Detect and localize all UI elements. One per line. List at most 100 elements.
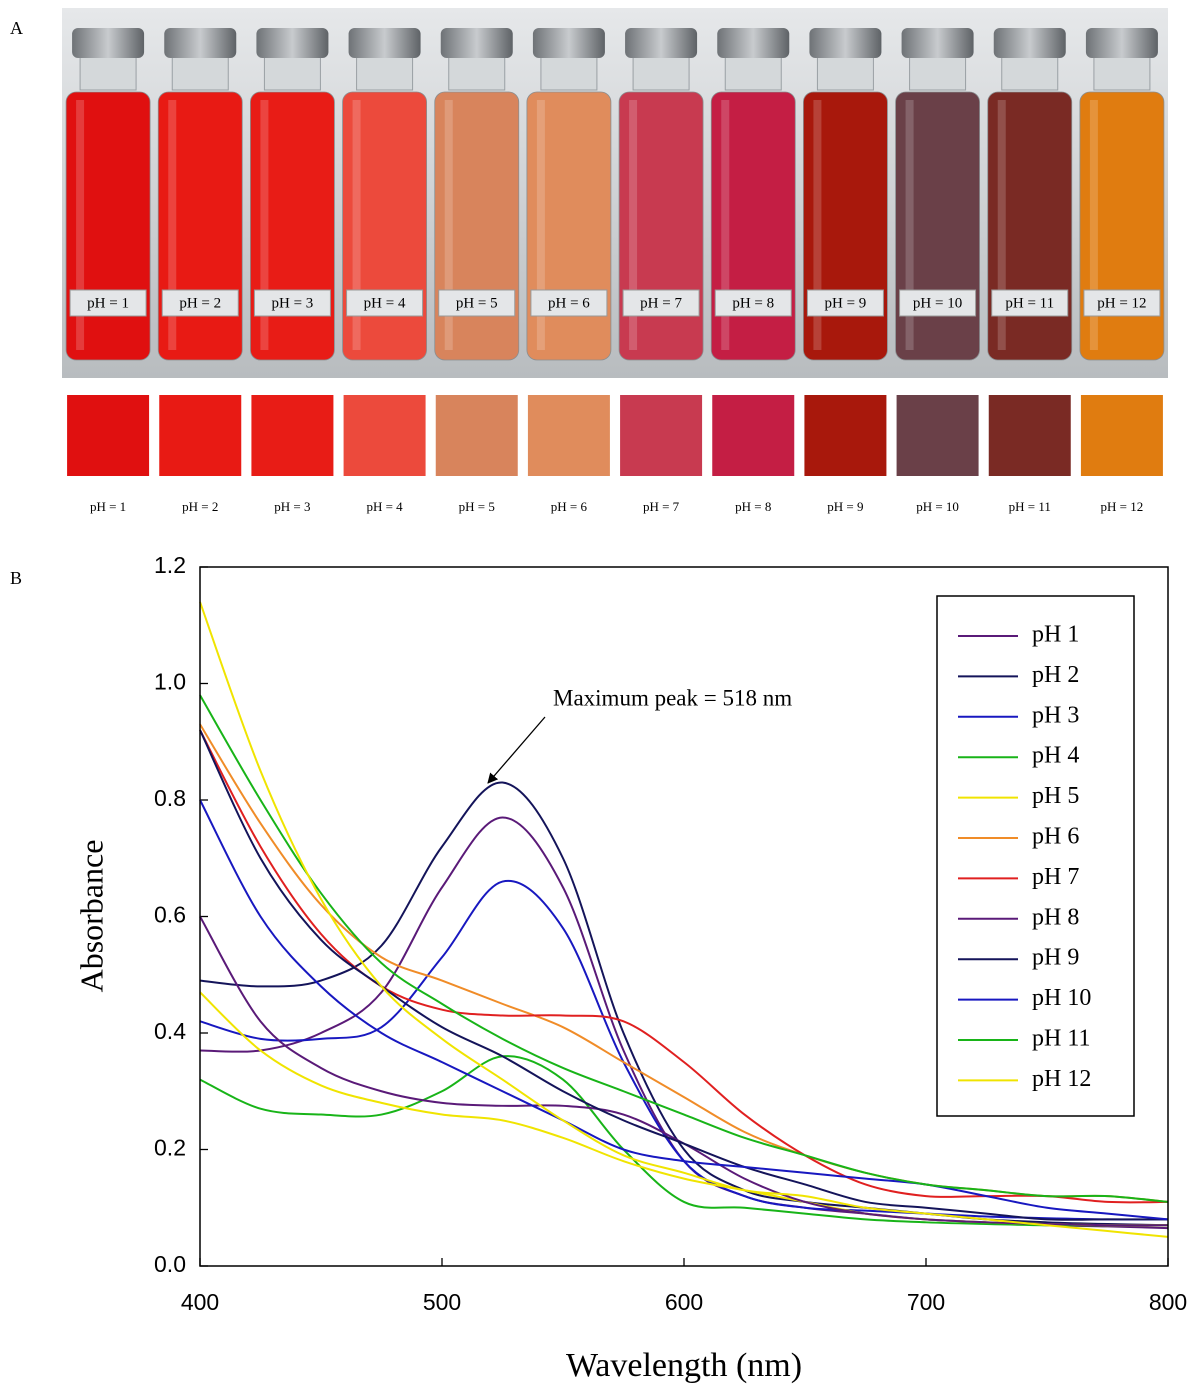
legend-label: pH 3 bbox=[1032, 702, 1079, 728]
vial-label: pH = 1 bbox=[87, 295, 129, 311]
vial-tag bbox=[899, 289, 977, 317]
color-swatch bbox=[1080, 395, 1163, 476]
data-line bbox=[199, 601, 1169, 1238]
swatch-label: pH = 4 bbox=[366, 499, 403, 514]
color-swatch bbox=[896, 395, 979, 476]
vial-label: pH = 3 bbox=[272, 295, 314, 311]
swatch-label: pH = 8 bbox=[735, 499, 771, 514]
vial-cap bbox=[256, 28, 329, 58]
swatch-label: pH = 9 bbox=[827, 499, 863, 514]
swatch-label: pH = 10 bbox=[916, 499, 959, 514]
legend-label: pH 7 bbox=[1032, 864, 1079, 890]
legend-label: pH 2 bbox=[1032, 662, 1079, 688]
vial-tag bbox=[438, 289, 516, 317]
color-swatch bbox=[712, 395, 795, 476]
legend-label: pH 4 bbox=[1032, 743, 1079, 769]
vial-tag bbox=[69, 289, 147, 317]
vial-tag bbox=[346, 289, 424, 317]
color-swatch bbox=[159, 395, 242, 476]
legend-label: pH 8 bbox=[1032, 904, 1079, 930]
vial-cap bbox=[72, 28, 145, 58]
swatch-label: pH = 1 bbox=[90, 499, 126, 514]
data-line bbox=[199, 799, 1169, 1221]
y-tick-label: 1.2 bbox=[154, 552, 186, 578]
vial-tag bbox=[806, 289, 884, 317]
color-swatch bbox=[251, 395, 334, 476]
data-line bbox=[199, 916, 1169, 1227]
x-tick-label: 600 bbox=[665, 1289, 703, 1315]
annotation-arrow bbox=[487, 716, 546, 784]
x-axis-label: Wavelength (nm) bbox=[566, 1347, 802, 1384]
vial-tag bbox=[161, 289, 239, 317]
color-swatch bbox=[988, 395, 1071, 476]
vial-tag bbox=[530, 289, 608, 317]
vial-cap bbox=[348, 28, 421, 58]
vial-label: pH = 5 bbox=[456, 295, 498, 311]
data-line bbox=[199, 879, 1169, 1221]
vial-cap bbox=[809, 28, 882, 58]
y-tick-label: 1.0 bbox=[154, 669, 186, 695]
vial-highlight bbox=[76, 100, 85, 350]
data-line bbox=[199, 694, 1169, 1203]
vial-cap bbox=[901, 28, 974, 58]
vial-label: pH = 9 bbox=[825, 295, 867, 311]
swatch-label: pH = 3 bbox=[274, 499, 310, 514]
vials: pH = 1 pH = 2 pH = 3 pH = 4 pH = 5 pH = 6 pH =… bbox=[65, 28, 1165, 361]
swatch-label: pH = 5 bbox=[459, 499, 495, 514]
legend-label: pH 1 bbox=[1032, 622, 1079, 648]
legend: pH 1 pH 2 pH 3 pH 4 pH 5 pH 6 pH 7 pH 8 pH 9 pH 1… bbox=[958, 622, 1091, 1092]
swatch-label: pH = 2 bbox=[182, 499, 218, 514]
vial-label: pH = 8 bbox=[732, 295, 774, 311]
photo-background bbox=[62, 8, 1168, 378]
plot-frame bbox=[199, 566, 1169, 1267]
vial-tag bbox=[622, 289, 700, 317]
swatches: pH = 1 pH = 2 pH = 3 pH = 4 pH = 5 pH = 6 pH =… bbox=[67, 395, 1163, 514]
vial-highlight bbox=[168, 100, 177, 350]
vial-highlight bbox=[629, 100, 638, 350]
vial-highlight bbox=[721, 100, 730, 350]
vial-tag bbox=[253, 289, 331, 317]
legend-label: pH 11 bbox=[1032, 1026, 1090, 1052]
vial-label: pH = 12 bbox=[1097, 295, 1146, 311]
vial-highlight bbox=[352, 100, 361, 350]
x-tick-label: 500 bbox=[423, 1289, 461, 1315]
x-tick-label: 800 bbox=[1149, 1289, 1187, 1315]
legend-box bbox=[936, 595, 1135, 1117]
data-line bbox=[199, 1055, 1168, 1227]
swatch-label: pH = 12 bbox=[1101, 499, 1144, 514]
y-tick-label: 0.4 bbox=[154, 1018, 186, 1044]
color-swatch bbox=[435, 395, 518, 476]
color-swatch bbox=[620, 395, 703, 476]
swatch-label: pH = 7 bbox=[643, 499, 680, 514]
data-line bbox=[199, 729, 1168, 1221]
chart: 400 500 600 700 800 0.0 0.2 0.4 0.6 0.8 1.0 1.2 bbox=[154, 552, 1187, 1315]
color-swatch bbox=[527, 395, 610, 476]
vial-label: pH = 11 bbox=[1005, 295, 1054, 311]
x-tick-label: 700 bbox=[907, 1289, 945, 1315]
color-swatch bbox=[343, 395, 426, 476]
vial-highlight bbox=[260, 100, 269, 350]
color-swatch bbox=[804, 395, 887, 476]
vial-cap bbox=[440, 28, 513, 58]
x-tick-label: 400 bbox=[181, 1289, 219, 1315]
vial-label: pH = 2 bbox=[179, 295, 221, 311]
vial-label: pH = 6 bbox=[548, 295, 590, 311]
vial-label: pH = 7 bbox=[640, 295, 682, 311]
swatch-label: pH = 11 bbox=[1009, 499, 1051, 514]
vial-cap bbox=[532, 28, 605, 58]
y-tick-label: 0.8 bbox=[154, 785, 186, 811]
vial-highlight bbox=[905, 100, 914, 350]
vial-label: pH = 4 bbox=[364, 295, 406, 311]
legend-label: pH 6 bbox=[1032, 824, 1079, 850]
vial-cap bbox=[164, 28, 237, 58]
y-axis-label: Absorbance bbox=[73, 840, 109, 993]
vial-highlight bbox=[1089, 100, 1098, 350]
vial-cap bbox=[1085, 28, 1158, 58]
color-swatch bbox=[67, 395, 150, 476]
legend-label: pH 9 bbox=[1032, 945, 1079, 971]
vial-highlight bbox=[536, 100, 545, 350]
vial-highlight bbox=[444, 100, 453, 350]
vial-label: pH = 10 bbox=[913, 295, 962, 311]
